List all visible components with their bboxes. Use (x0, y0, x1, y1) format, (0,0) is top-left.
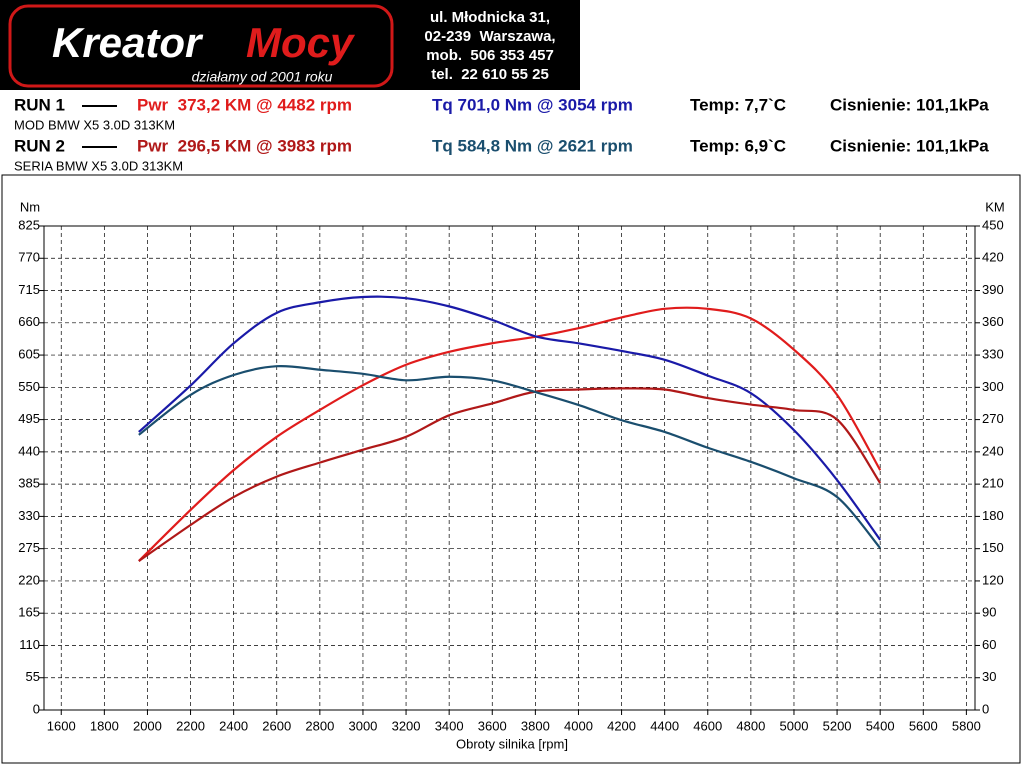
y2-axis-title: KM (985, 199, 1005, 214)
y-tick-label: 605 (18, 347, 40, 362)
y-tick-label: 770 (18, 250, 40, 265)
address-line: ul. Młodnicka 31, (430, 9, 550, 26)
y-tick-label: 715 (18, 282, 40, 297)
y-tick-label: 825 (18, 217, 40, 232)
run-temp: Temp: 6,9`C (690, 136, 786, 155)
legend-entry: Pwr 373,2 KM @ 4482 rpm (137, 95, 352, 114)
x-tick-label: 5000 (780, 718, 809, 733)
legend-entry: Tq 701,0 Nm @ 3054 rpm (432, 95, 633, 114)
y2-tick-label: 210 (982, 476, 1004, 491)
y-tick-label: 55 (26, 669, 40, 684)
y2-tick-label: 420 (982, 250, 1004, 265)
y-tick-label: 275 (18, 540, 40, 555)
x-tick-label: 5800 (952, 718, 981, 733)
x-tick-label: 5200 (823, 718, 852, 733)
y2-tick-label: 270 (982, 411, 1004, 426)
run-temp: Temp: 7,7`C (690, 95, 786, 114)
y2-tick-label: 120 (982, 572, 1004, 587)
run-description: SERIA BMW X5 3.0D 313KM (14, 158, 183, 173)
x-tick-label: 3800 (521, 718, 550, 733)
y-tick-label: 495 (18, 411, 40, 426)
x-axis-title: Obroty silnika [rpm] (456, 736, 568, 751)
x-tick-label: 1600 (47, 718, 76, 733)
x-tick-label: 3600 (478, 718, 507, 733)
y2-tick-label: 360 (982, 314, 1004, 329)
y2-tick-label: 330 (982, 347, 1004, 362)
y2-tick-label: 390 (982, 282, 1004, 297)
logo-name: Kreator (52, 19, 204, 66)
address-line: 02-239 Warszawa, (424, 28, 555, 45)
series-line (138, 295, 882, 541)
y-tick-label: 220 (18, 572, 40, 587)
y-tick-label: 385 (18, 476, 40, 491)
y2-tick-label: 450 (982, 217, 1004, 232)
x-tick-label: 3000 (348, 718, 377, 733)
x-tick-label: 1800 (90, 718, 119, 733)
y2-tick-label: 300 (982, 379, 1004, 394)
run-label: RUN 1 (14, 95, 65, 114)
x-tick-label: 4800 (736, 718, 765, 733)
series-line (138, 364, 882, 549)
x-tick-label: 2400 (219, 718, 248, 733)
series-line (138, 306, 882, 562)
plot-frame (43, 225, 976, 711)
x-tick-label: 3200 (392, 718, 421, 733)
legend-entry: Tq 584,8 Nm @ 2621 rpm (432, 136, 633, 155)
x-tick-label: 3400 (435, 718, 464, 733)
x-tick-label: 5400 (866, 718, 895, 733)
y-tick-label: 165 (18, 605, 40, 620)
y2-tick-label: 240 (982, 443, 1004, 458)
x-tick-label: 2000 (133, 718, 162, 733)
y2-tick-label: 150 (982, 540, 1004, 555)
x-tick-label: 4600 (693, 718, 722, 733)
y-tick-label: 440 (18, 443, 40, 458)
logo-name-accent: Mocy (246, 19, 356, 66)
logo-frame (8, 4, 394, 88)
logo-slogan: działamy od 2001 roku (192, 69, 333, 85)
x-tick-label: 4000 (564, 718, 593, 733)
y2-tick-label: 90 (982, 605, 996, 620)
x-tick-label: 5600 (909, 718, 938, 733)
y2-tick-label: 60 (982, 637, 996, 652)
run-label: RUN 2 (14, 136, 65, 155)
chart-frame (1, 174, 1021, 764)
y-axis-title: Nm (20, 199, 40, 214)
run-description: MOD BMW X5 3.0D 313KM (14, 117, 175, 132)
legend-entry: Pwr 296,5 KM @ 3983 rpm (137, 136, 352, 155)
y-tick-label: 660 (18, 314, 40, 329)
y-tick-label: 110 (19, 637, 40, 652)
x-tick-label: 2200 (176, 718, 205, 733)
x-tick-label: 4200 (607, 718, 636, 733)
address-line: mob. 506 353 457 (426, 47, 554, 64)
y2-tick-label: 180 (982, 508, 1004, 523)
y2-tick-label: 0 (982, 701, 989, 716)
run-pressure: Cisnienie: 101,1kPa (830, 95, 989, 114)
y2-tick-label: 30 (982, 669, 996, 684)
address-line: tel. 22 610 55 25 (431, 66, 549, 83)
run-pressure: Cisnienie: 101,1kPa (830, 136, 989, 155)
x-tick-label: 2800 (305, 718, 334, 733)
y-tick-label: 330 (18, 508, 40, 523)
y-tick-label: 0 (33, 701, 40, 716)
x-tick-label: 2600 (262, 718, 291, 733)
series-line (138, 387, 882, 562)
y-tick-label: 550 (18, 379, 40, 394)
x-tick-label: 4400 (650, 718, 679, 733)
